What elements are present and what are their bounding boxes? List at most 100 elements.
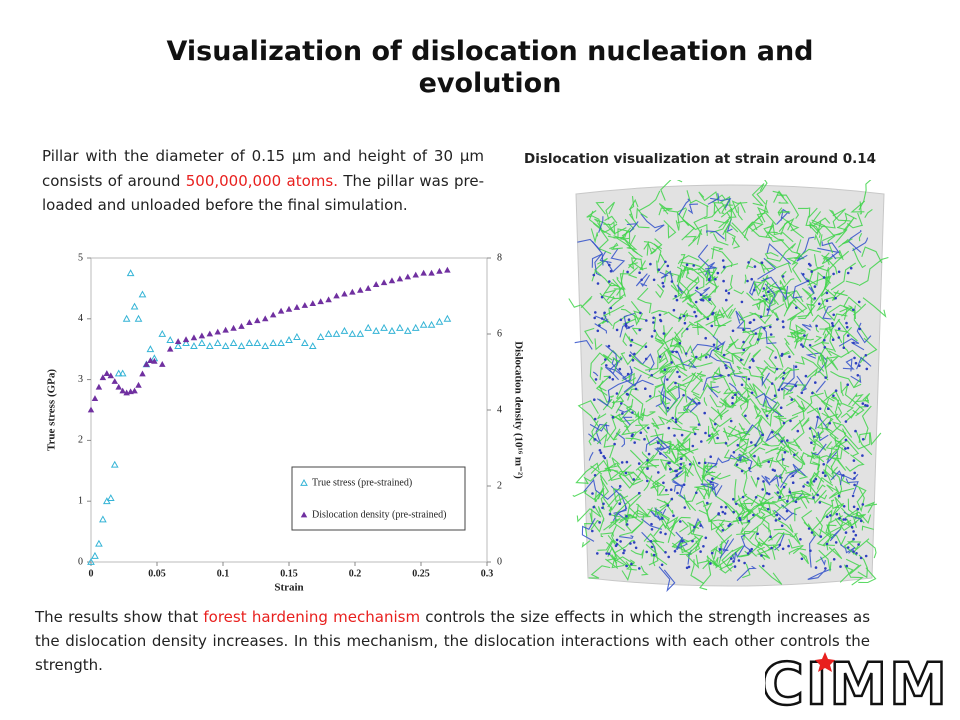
data-point — [380, 279, 388, 286]
data-point — [230, 324, 237, 331]
dislocation-line — [692, 455, 708, 480]
dislocation-dot — [665, 488, 668, 492]
dislocation-dot — [731, 329, 735, 333]
dislocation-line — [588, 210, 603, 230]
dislocation-dot — [782, 371, 786, 375]
dislocation-dot — [644, 387, 647, 390]
dislocation-dot — [842, 346, 846, 349]
dislocation-line — [681, 323, 694, 338]
dislocation-line — [707, 425, 714, 445]
dislocation-dot — [762, 294, 766, 298]
dislocation-line — [690, 378, 703, 396]
dislocation-line — [584, 512, 594, 537]
dislocation-dot — [637, 462, 641, 465]
dislocation-line — [672, 282, 692, 303]
dislocation-dot — [775, 513, 779, 517]
dislocation-dot — [640, 278, 643, 282]
dislocation-dot — [750, 391, 754, 395]
dislocation-line — [710, 197, 732, 209]
dislocation-line — [801, 323, 813, 331]
dislocation-dot — [857, 300, 861, 304]
dislocation-line — [743, 312, 766, 325]
dislocation-dot — [741, 495, 745, 499]
dislocation-line — [685, 543, 700, 570]
dislocation-dot — [747, 261, 750, 264]
dislocation-line — [828, 349, 865, 362]
dislocation-dot — [731, 402, 734, 405]
dislocation-dot — [662, 481, 665, 485]
dislocation-line — [624, 504, 639, 524]
dislocation-line — [669, 269, 683, 283]
dislocation-line — [740, 332, 763, 351]
dislocation-line — [599, 366, 603, 381]
dislocation-dot — [704, 336, 707, 340]
dislocation-line — [606, 248, 626, 273]
dislocation-line — [720, 397, 743, 408]
dislocation-dot — [695, 355, 698, 359]
dislocation-dot — [723, 512, 727, 515]
dislocation-line — [772, 190, 789, 204]
data-point — [237, 342, 246, 350]
dislocation-line — [725, 338, 751, 367]
dislocation-dot — [746, 552, 750, 555]
dislocation-line — [824, 389, 835, 402]
dislocation-dot — [846, 446, 850, 450]
dislocation-dot — [838, 517, 841, 520]
data-point — [95, 383, 103, 390]
dislocation-dot — [683, 321, 687, 325]
dislocation-line — [721, 549, 734, 572]
dislocation-line — [765, 378, 778, 401]
dislocation-dot — [670, 497, 674, 501]
dislocation-line — [607, 368, 633, 402]
dislocation-line — [627, 257, 641, 270]
dislocation-line — [814, 335, 823, 343]
dislocation-dot — [630, 338, 634, 342]
dislocation-dot — [761, 433, 765, 437]
dislocation-line — [820, 354, 829, 379]
dislocation-dot — [782, 377, 785, 380]
dislocation-dot — [615, 328, 619, 332]
dislocation-line — [720, 195, 737, 219]
dislocation-dot — [650, 528, 654, 531]
data-point — [285, 305, 293, 312]
dislocation-dot — [593, 474, 597, 477]
dislocation-dot — [693, 525, 696, 529]
dislocation-line — [686, 345, 696, 360]
dislocation-dot — [682, 314, 686, 318]
dislocation-line — [588, 421, 608, 446]
dislocation-line — [844, 385, 865, 417]
dislocation-dot — [618, 484, 622, 488]
dislocation-line — [862, 297, 887, 318]
dislocation-dot — [812, 480, 816, 483]
data-point — [182, 339, 190, 347]
dislocation-dot — [791, 481, 795, 485]
dislocation-line — [835, 250, 844, 261]
dislocation-dot — [814, 477, 818, 481]
dislocation-dot — [679, 520, 682, 523]
dislocation-line — [789, 532, 798, 538]
dislocation-line — [823, 255, 838, 275]
dislocation-line — [622, 416, 633, 426]
dislocation-dot — [632, 478, 636, 481]
dislocation-dot — [765, 298, 768, 301]
dislocation-dot — [814, 566, 818, 569]
dislocation-dot — [832, 313, 835, 317]
dislocation-line — [639, 260, 648, 271]
x-tick-label: 0.1 — [217, 568, 230, 579]
dislocation-dot — [737, 559, 741, 562]
dislocation-line — [831, 500, 845, 517]
dislocation-line — [736, 523, 762, 536]
dislocation-line — [629, 449, 644, 464]
dislocation-dot — [763, 326, 766, 330]
dislocation-line — [785, 463, 804, 474]
dislocation-line — [729, 370, 744, 387]
dislocation-dot — [845, 321, 848, 325]
dislocation-line — [762, 523, 773, 541]
dislocation-line — [832, 428, 847, 449]
dislocation-line — [822, 305, 832, 320]
dislocation-dot — [846, 271, 850, 275]
dislocation-dot — [671, 416, 674, 420]
dislocation-line — [624, 516, 637, 522]
dislocation-line — [740, 534, 753, 553]
dislocation-line — [773, 190, 785, 203]
